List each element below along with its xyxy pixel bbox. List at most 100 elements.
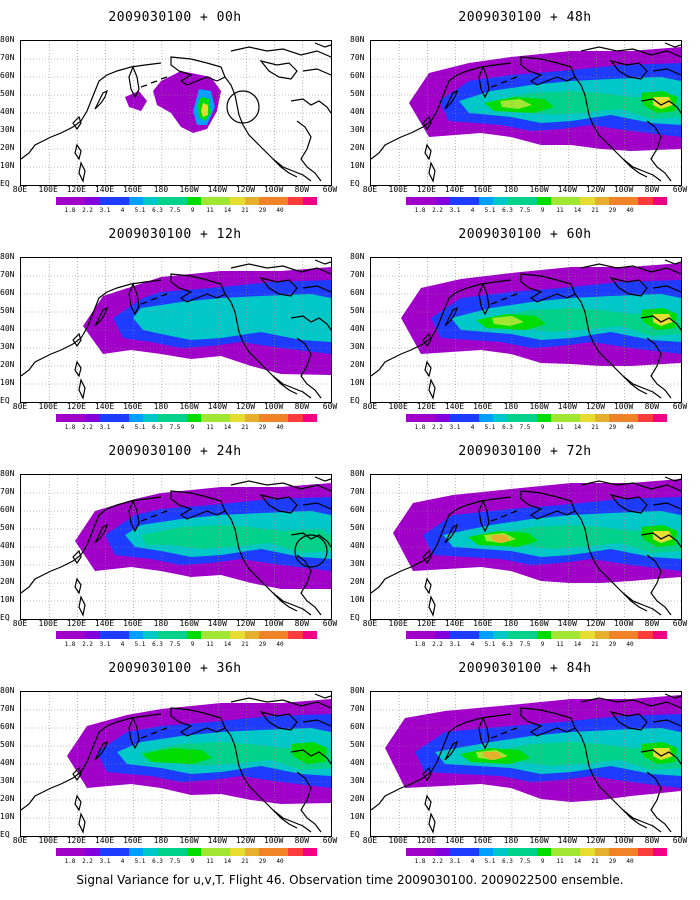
colorbar-label: 21 [241, 858, 249, 865]
variance-contour [653, 97, 673, 109]
colorbar [406, 848, 667, 856]
colorbar-swatch [201, 631, 216, 639]
latitude-label: 50N [0, 740, 15, 749]
colorbar-swatch [551, 197, 566, 205]
coastline [94, 740, 109, 761]
variance-contour [491, 308, 681, 336]
colorbar-swatch [56, 197, 71, 205]
coastline [574, 727, 648, 829]
colorbar-swatch [536, 848, 551, 856]
latitude-label: 50N [0, 89, 15, 98]
coastline [94, 89, 109, 110]
colorbar-swatch [435, 414, 450, 422]
coastline [520, 273, 576, 303]
longitude-label: 100E [38, 185, 58, 194]
colorbar-swatch [478, 414, 493, 422]
colorbar-swatch [85, 197, 100, 205]
coastline [72, 549, 82, 565]
colorbar-swatch [215, 414, 230, 422]
latitude-label: 80N [350, 35, 365, 44]
coastline [78, 812, 86, 834]
latitude-label: 10N [0, 161, 15, 170]
map-frame [20, 257, 332, 403]
longitude-label: 100W [263, 619, 284, 628]
panel-title: 2009030100 + 60h [458, 227, 592, 242]
coastline [170, 56, 226, 86]
colorbar-label: 14 [573, 641, 582, 648]
latitude-label: 60N [350, 505, 365, 514]
map-panel: 2009030100 + 72h 80N 70N 60N 50N 40N 30N 20N 10N… [350, 434, 700, 659]
coastline [94, 523, 109, 544]
colorbar-swatch [609, 414, 624, 422]
colorbar-label: 5.1 [484, 207, 496, 214]
variance-map [21, 692, 331, 836]
coastline [224, 293, 298, 395]
longitude-label: 60W [322, 185, 338, 194]
colorbar-label: 14 [223, 641, 232, 648]
longitude-label: 80W [294, 402, 310, 411]
colorbar-swatch [449, 414, 464, 422]
colorbar-label: 3.1 [449, 858, 461, 865]
longitude-label: 140E [444, 619, 465, 628]
coastline [140, 727, 168, 739]
colorbar-swatch [565, 197, 580, 205]
coastline [646, 337, 672, 399]
coastline [140, 76, 168, 88]
colorbar-swatch [114, 414, 129, 422]
colorbar-label: 3.1 [449, 207, 461, 214]
longitude-label: 100E [38, 836, 58, 845]
colorbar-label: 2.2 [82, 207, 93, 214]
colorbar-swatch [609, 197, 624, 205]
coastline [314, 693, 331, 699]
coastline [478, 499, 490, 533]
coastline [490, 76, 518, 88]
coastline [428, 595, 436, 617]
colorbar-label: 6.3 [152, 858, 163, 865]
colorbar-swatch [580, 197, 595, 205]
longitude-label: 80E [12, 836, 28, 845]
longitude-label: 160W [179, 185, 199, 194]
latitude-label: 50N [350, 89, 365, 98]
colorbar-swatch [273, 631, 288, 639]
colorbar-label: 5.1 [484, 858, 496, 865]
coastline [78, 595, 86, 617]
coastline [140, 510, 168, 522]
colorbar-swatch [128, 414, 143, 422]
coastline [230, 697, 331, 709]
coastline [609, 276, 648, 297]
latitude-label: 20N [0, 360, 15, 369]
longitude-label: 120E [416, 619, 436, 628]
coastline [230, 263, 331, 275]
latitude-label: 70N [350, 704, 365, 713]
colorbar-swatch [464, 848, 479, 856]
variance-contour [484, 752, 502, 760]
latitude-label: 20N [350, 360, 365, 369]
latitude-label: 10N [350, 595, 365, 604]
latitude-label: 20N [350, 794, 365, 803]
colorbar-swatch [70, 197, 85, 205]
longitude-label: 60W [322, 619, 338, 628]
variance-contour [653, 314, 673, 326]
colorbar-label: 40 [276, 424, 284, 431]
coastline [170, 490, 226, 520]
colorbar-label: 9 [540, 424, 545, 431]
colorbar-swatch [288, 197, 303, 205]
colorbar-swatch [507, 848, 522, 856]
colorbar-label: 2.2 [82, 424, 93, 431]
coastline [140, 293, 168, 305]
longitude-label: 140W [557, 402, 577, 411]
colorbar-label: 4 [470, 858, 475, 865]
latitude-label: 30N [0, 559, 15, 568]
latitude-label: 20N [350, 143, 365, 152]
colorbar-swatch [244, 197, 259, 205]
colorbar-swatch [580, 631, 595, 639]
colorbar-swatch [288, 848, 303, 856]
coastline [74, 360, 82, 378]
colorbar-label: 29 [608, 641, 617, 648]
coastline [272, 158, 312, 182]
longitude-label: 60W [672, 836, 688, 845]
colorbar-swatch [172, 197, 187, 205]
latitude-label: EQ [350, 613, 360, 622]
longitude-label: 120E [66, 402, 86, 411]
latitude-label: 80N [0, 252, 15, 261]
